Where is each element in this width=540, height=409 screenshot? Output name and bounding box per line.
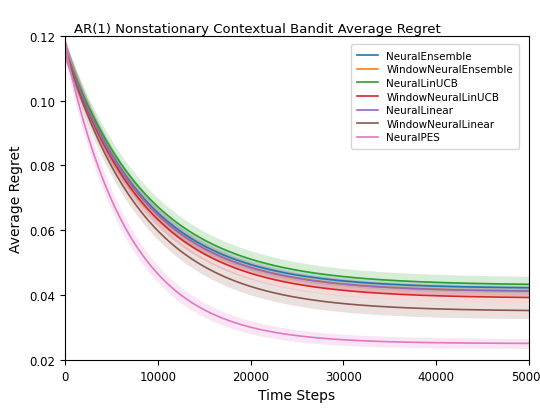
WindowNeuralLinUCB xyxy=(249,272,256,276)
NeuralEnsemble xyxy=(432,284,438,289)
NeuralLinUCB xyxy=(432,280,438,285)
NeuralLinear xyxy=(62,47,68,52)
Line: WindowNeuralLinUCB: WindowNeuralLinUCB xyxy=(65,50,529,298)
NeuralLinear xyxy=(266,270,273,275)
WindowNeuralLinear xyxy=(526,308,532,313)
NeuralLinUCB xyxy=(526,282,532,287)
Y-axis label: Average Regret: Average Regret xyxy=(9,145,23,252)
WindowNeuralLinear xyxy=(249,285,256,290)
NeuralPES xyxy=(249,326,256,330)
WindowNeuralEnsemble xyxy=(381,285,387,290)
NeuralLinear xyxy=(432,287,438,292)
WindowNeuralLinear xyxy=(109,166,116,171)
WindowNeuralLinear xyxy=(266,290,273,294)
WindowNeuralLinear xyxy=(424,306,430,311)
WindowNeuralEnsemble xyxy=(249,266,256,271)
NeuralEnsemble xyxy=(109,153,116,158)
NeuralLinear xyxy=(381,285,387,290)
Line: WindowNeuralEnsemble: WindowNeuralEnsemble xyxy=(65,50,529,291)
WindowNeuralEnsemble xyxy=(432,287,438,292)
WindowNeuralLinear xyxy=(432,307,438,312)
NeuralPES xyxy=(526,341,532,346)
NeuralPES xyxy=(62,44,68,49)
NeuralLinUCB xyxy=(424,280,430,285)
Line: NeuralPES: NeuralPES xyxy=(65,47,529,344)
WindowNeuralEnsemble xyxy=(424,287,430,292)
NeuralEnsemble xyxy=(249,263,256,268)
NeuralPES xyxy=(266,329,273,334)
WindowNeuralLinUCB xyxy=(266,276,273,281)
NeuralEnsemble xyxy=(62,47,68,52)
Line: NeuralLinear: NeuralLinear xyxy=(65,50,529,291)
NeuralLinUCB xyxy=(249,258,256,263)
NeuralPES xyxy=(109,200,116,204)
Text: AR(1) Nonstationary Contextual Bandit Average Regret: AR(1) Nonstationary Contextual Bandit Av… xyxy=(74,22,441,36)
Line: WindowNeuralLinear: WindowNeuralLinear xyxy=(65,50,529,311)
WindowNeuralEnsemble xyxy=(62,47,68,52)
NeuralEnsemble xyxy=(526,285,532,290)
X-axis label: Time Steps: Time Steps xyxy=(259,388,335,402)
NeuralEnsemble xyxy=(424,284,430,289)
NeuralLinear xyxy=(109,155,116,160)
NeuralLinear xyxy=(249,266,256,271)
WindowNeuralEnsemble xyxy=(526,289,532,294)
NeuralLinear xyxy=(424,287,430,292)
NeuralLinUCB xyxy=(109,148,116,153)
WindowNeuralLinUCB xyxy=(432,294,438,299)
NeuralPES xyxy=(432,340,438,345)
WindowNeuralLinear xyxy=(381,304,387,309)
NeuralPES xyxy=(381,339,387,344)
NeuralPES xyxy=(424,340,430,345)
NeuralLinear xyxy=(526,289,532,294)
WindowNeuralLinUCB xyxy=(109,158,116,163)
NeuralLinUCB xyxy=(381,278,387,283)
WindowNeuralEnsemble xyxy=(109,155,116,160)
WindowNeuralLinUCB xyxy=(526,295,532,300)
WindowNeuralLinear xyxy=(62,47,68,52)
Legend: NeuralEnsemble, WindowNeuralEnsemble, NeuralLinUCB, WindowNeuralLinUCB, NeuralLi: NeuralEnsemble, WindowNeuralEnsemble, Ne… xyxy=(351,45,519,149)
Line: NeuralLinUCB: NeuralLinUCB xyxy=(65,50,529,285)
WindowNeuralLinUCB xyxy=(424,293,430,298)
WindowNeuralEnsemble xyxy=(266,270,273,275)
NeuralLinUCB xyxy=(266,262,273,267)
NeuralEnsemble xyxy=(381,282,387,287)
WindowNeuralLinUCB xyxy=(381,291,387,296)
WindowNeuralLinUCB xyxy=(62,47,68,52)
Line: NeuralEnsemble: NeuralEnsemble xyxy=(65,50,529,288)
NeuralLinUCB xyxy=(62,47,68,52)
NeuralEnsemble xyxy=(266,267,273,272)
